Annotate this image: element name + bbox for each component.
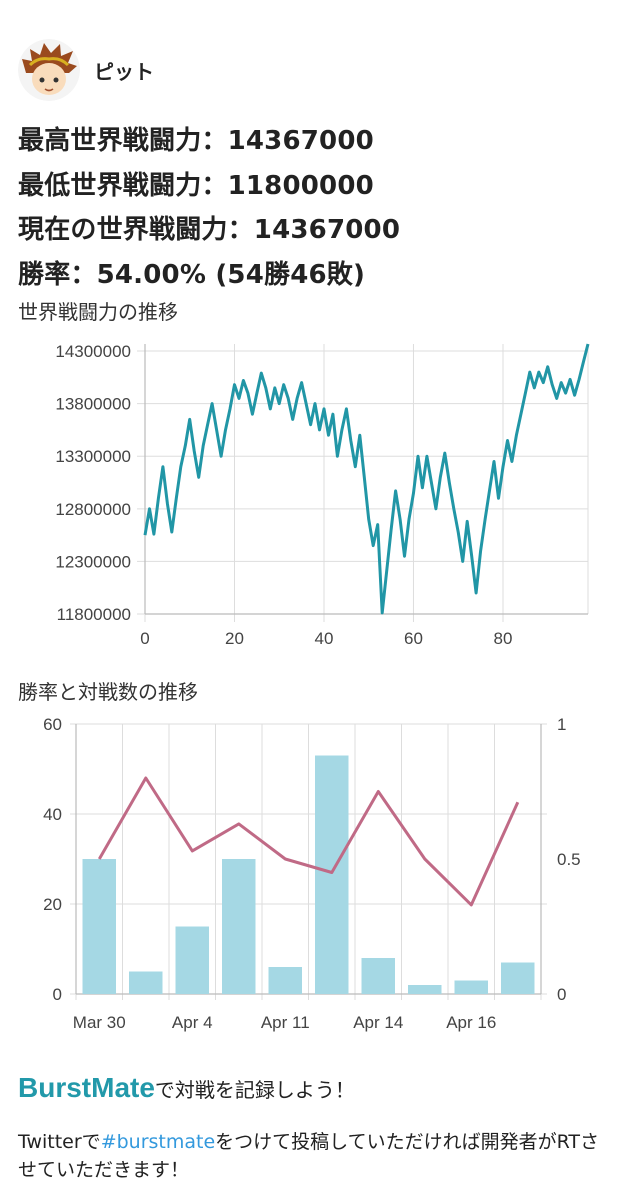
- y-left-tick-label: 60: [43, 715, 62, 734]
- win-rate-stat: 勝率：54.00% (54勝46敗): [18, 260, 366, 290]
- y-tick-label: 14300000: [55, 342, 131, 361]
- hashtag-link[interactable]: #burstmate: [100, 1131, 216, 1153]
- power-history-chart: 11800000 12300000 12800000 13300000 13800000…: [55, 342, 590, 648]
- x-tick-label: 20: [225, 629, 244, 648]
- y-left-tick-label: 0: [53, 985, 62, 1004]
- x-tick-label: Apr 11: [261, 1013, 310, 1032]
- x-tick-label: Apr 16: [446, 1013, 496, 1032]
- winrate-battles-chart: 0 20 40 60 0 0.5 1 Mar 30 Apr 4 Apr 11 Apr 14 Apr 1…: [43, 715, 581, 1032]
- battle-count-bar: [222, 859, 256, 994]
- y-tick-label: 11800000: [57, 605, 131, 624]
- y-right-tick-label: 0.5: [557, 850, 581, 869]
- footer-text-before: Twitterで: [18, 1131, 101, 1153]
- battle-count-bar: [501, 962, 535, 994]
- x-tick-label: Apr 14: [353, 1013, 403, 1032]
- battle-count-bar: [408, 985, 442, 994]
- x-tick-label: Mar 30: [73, 1013, 126, 1032]
- x-tick-label: 0: [140, 629, 149, 648]
- battle-count-bar: [268, 967, 302, 994]
- y-tick-label: 13300000: [55, 447, 131, 466]
- username: ピット: [94, 59, 154, 84]
- y-tick-label: 12800000: [55, 500, 131, 519]
- battle-count-bar: [454, 980, 488, 994]
- x-tick-label: 40: [315, 629, 334, 648]
- y-right-tick-label: 0: [557, 985, 566, 1004]
- y-left-tick-label: 20: [43, 895, 62, 914]
- y-right-tick-label: 1: [557, 715, 566, 734]
- y-tick-label: 12300000: [55, 552, 131, 571]
- power-series-line: [143, 343, 590, 615]
- max-power-stat: 最高世界戦闘力：14367000: [18, 126, 374, 156]
- brand-tagline: で対戦を記録しよう！: [154, 1078, 355, 1102]
- min-power-stat: 最低世界戦闘力：11800000: [18, 171, 374, 201]
- battle-count-bar: [361, 958, 395, 994]
- winrate-series-line: [97, 776, 520, 907]
- y-left-tick-label: 40: [43, 805, 62, 824]
- footer-title: BurstMateで対戦を記録しよう！: [18, 1072, 355, 1104]
- winrate-chart-title: 勝率と対戦数の推移: [18, 680, 198, 704]
- x-tick-label: 80: [494, 629, 513, 648]
- x-tick-label: Apr 4: [172, 1013, 213, 1032]
- battle-count-bar: [175, 926, 209, 994]
- power-chart-title: 世界戦闘力の推移: [18, 300, 178, 324]
- current-power-stat: 現在の世界戦闘力：14367000: [18, 215, 401, 245]
- battle-count-bar: [82, 859, 116, 994]
- footer-message: Twitterで#burstmateをつけて投稿していただければ開発者がRTさせ…: [18, 1128, 608, 1184]
- x-tick-label: 60: [404, 629, 423, 648]
- user-header: ピット: [18, 38, 154, 102]
- footer-text-after: をつけて投稿していただければ開発者がRTさせていただきます！: [18, 1131, 600, 1181]
- y-tick-label: 13800000: [55, 395, 131, 414]
- brand-name: BurstMate: [18, 1072, 155, 1103]
- battle-count-bar: [129, 971, 163, 994]
- battle-count-bar: [315, 755, 349, 994]
- pit-avatar-icon: [18, 39, 80, 101]
